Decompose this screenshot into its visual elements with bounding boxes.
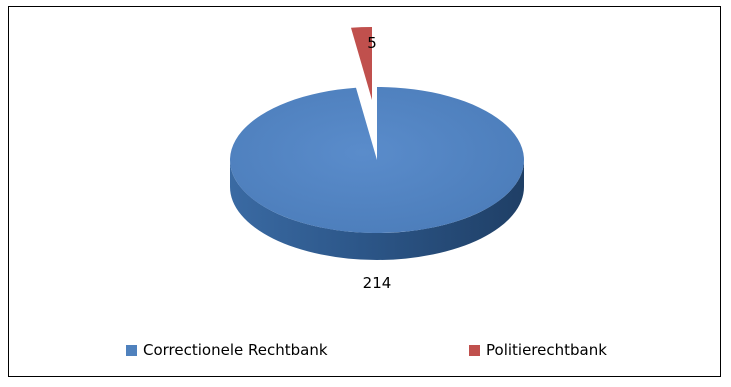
pie-slice-top (229, 87, 524, 233)
legend-item-politierechtbank: Politierechtbank (469, 338, 607, 362)
pie-slice-politierechtbank (350, 27, 372, 100)
data-label-politierechtbank: 5 (367, 34, 377, 52)
data-label-correctionele: 214 (363, 274, 392, 292)
legend-swatch-blue (126, 344, 137, 356)
legend-label-politierechtbank: Politierechtbank (486, 341, 607, 359)
legend: Correctionele Rechtbank Politierechtbank (0, 338, 731, 362)
pie-slice-correctionele (229, 87, 524, 260)
legend-label-correctionele: Correctionele Rechtbank (143, 341, 328, 359)
data-labels: 214 5 (363, 34, 392, 292)
pie-layer (229, 27, 524, 260)
legend-swatch-red (469, 344, 480, 356)
pie-slice-top (350, 27, 372, 100)
pie-slice-side (230, 160, 524, 260)
legend-item-correctionele: Correctionele Rechtbank (126, 338, 328, 362)
